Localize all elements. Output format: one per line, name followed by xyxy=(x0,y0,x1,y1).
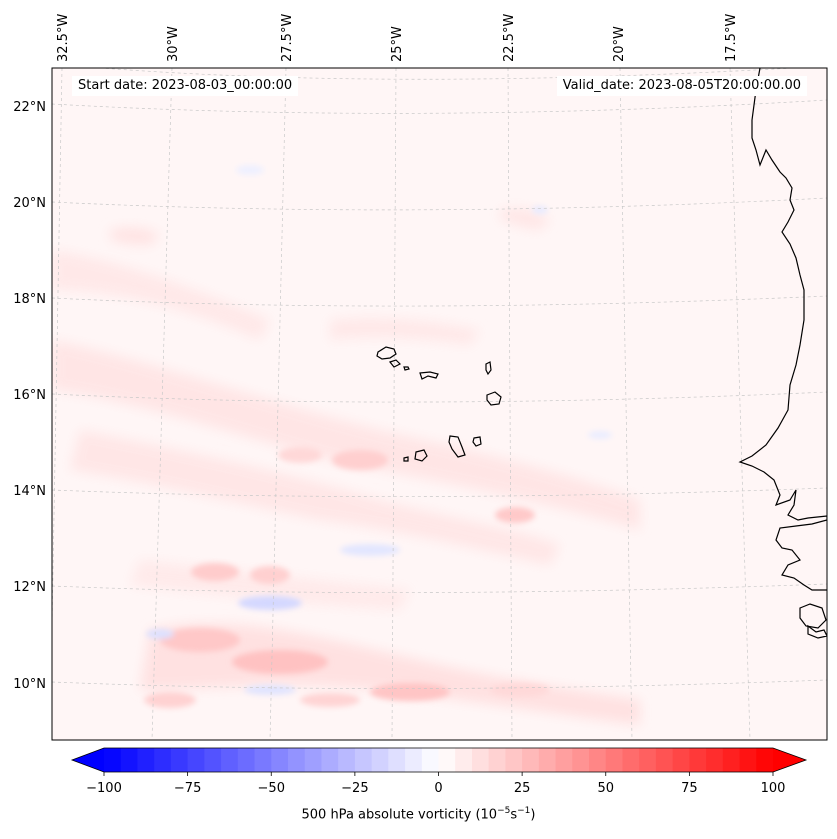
colorbar-cells xyxy=(104,748,774,772)
colorbar-tick-label: −100 xyxy=(86,781,122,796)
santiago xyxy=(448,435,466,458)
lon-label-25: 25°W xyxy=(390,26,405,62)
colorbar-cell xyxy=(271,748,289,772)
lon-label-22-5: 22.5°W xyxy=(502,14,517,62)
coastline xyxy=(738,68,827,639)
colorbar-label-end: ) xyxy=(530,807,536,823)
lon-label-30: 30°W xyxy=(166,26,181,62)
colorbar-cell xyxy=(405,748,423,772)
lat-label-18: 18°N xyxy=(13,292,46,307)
lon-label-20: 20°W xyxy=(612,26,627,62)
colorbar-cell xyxy=(739,748,757,772)
cape-verde-islands xyxy=(376,346,502,462)
colorbar-cell xyxy=(354,748,373,772)
colorbar-cell xyxy=(706,748,724,772)
colorbar-cell xyxy=(237,748,256,772)
colorbar-cell xyxy=(287,748,306,772)
lat-label-14: 14°N xyxy=(13,484,46,499)
colorbar-tick-label: 50 xyxy=(597,781,614,796)
lon-label-32-5: 32.5°W xyxy=(56,14,71,62)
colorbar-cell xyxy=(338,748,356,772)
colorbar-cell xyxy=(455,748,473,772)
colorbar-cell xyxy=(120,748,138,772)
colorbar-cell xyxy=(655,748,674,772)
lat-label-22: 22°N xyxy=(13,100,46,115)
colorbar-cell xyxy=(187,748,205,772)
colorbar-tick-label: 25 xyxy=(514,781,531,796)
sao-nicolau xyxy=(419,371,439,380)
map-frame xyxy=(51,67,828,741)
fogo xyxy=(414,449,428,462)
sal xyxy=(485,361,492,376)
colorbar-cell xyxy=(170,748,189,772)
colorbar-cell xyxy=(572,748,590,772)
colorbar-label-exp2: −1 xyxy=(517,806,531,816)
lat-label-16: 16°N xyxy=(13,388,46,403)
colorbar-cell xyxy=(488,748,506,772)
colorbar-cell xyxy=(639,748,657,772)
start-date-label: Start date: 2023-08-03_00:00:00 xyxy=(72,76,299,96)
colorbar-cell xyxy=(589,748,607,772)
colorbar-tick-label: −50 xyxy=(258,781,285,796)
lon-label-17-5: 17.5°W xyxy=(724,14,739,62)
colorbar-label-exp1: −5 xyxy=(497,806,511,816)
santa-luzia xyxy=(403,366,410,371)
colorbar-cell xyxy=(154,748,172,772)
colorbar-cell xyxy=(304,748,322,772)
colorbar-cell xyxy=(104,748,122,772)
colorbar-tick-label: 75 xyxy=(681,781,698,796)
latitude-labels: 22°N 20°N 18°N 16°N 14°N 12°N 10°N xyxy=(13,100,46,692)
colorbar-tick-label: −75 xyxy=(174,781,201,796)
colorbar: −100 −75 −50 −25 0 25 50 75 100 xyxy=(70,747,808,796)
colorbar-cell xyxy=(756,748,774,772)
lat-label-10: 10°N xyxy=(13,677,46,692)
colorbar-cell xyxy=(204,748,222,772)
colorbar-cell xyxy=(438,748,456,772)
colorbar-extend-low xyxy=(72,748,104,772)
colorbar-cell xyxy=(254,748,272,772)
colorbar-cell xyxy=(605,748,623,772)
colorbar-ticks: −100 −75 −50 −25 0 25 50 75 100 xyxy=(86,772,785,796)
colorbar-tick-label: 0 xyxy=(434,781,442,796)
brava xyxy=(403,456,409,462)
lat-label-12: 12°N xyxy=(13,580,46,595)
colorbar-cell xyxy=(522,748,540,772)
colorbar-cell xyxy=(622,748,640,772)
colorbar-extend-high xyxy=(773,748,806,772)
colorbar-cell xyxy=(722,748,741,772)
colorbar-cell xyxy=(538,748,557,772)
valid-date-text: Valid_date: 2023-08-05T20:00:00.00 xyxy=(562,78,801,93)
colorbar-tick-label: 100 xyxy=(761,781,786,796)
colorbar-cell xyxy=(421,748,439,772)
santo-antao xyxy=(376,346,397,360)
colorbar-label-unit: s xyxy=(510,807,518,823)
graticule xyxy=(52,68,827,740)
colorbar-cell xyxy=(137,748,155,772)
boa-vista xyxy=(486,391,502,406)
africa-coast xyxy=(738,68,827,591)
colorbar-label-text: 500 hPa absolute vorticity (10 xyxy=(301,807,498,823)
longitude-labels: 32.5°W 30°W 27.5°W 25°W 22.5°W 20°W 17.5… xyxy=(56,14,739,62)
valid-date-label: Valid_date: 2023-08-05T20:00:00.00 xyxy=(556,76,807,96)
colorbar-cell xyxy=(221,748,239,772)
colorbar-tick-label: −25 xyxy=(341,781,368,796)
colorbar-label: 500 hPa absolute vorticity (10−5s−1) xyxy=(0,806,837,822)
colorbar-cell xyxy=(672,748,690,772)
colorbar-cell xyxy=(471,748,490,772)
maio xyxy=(472,436,482,447)
colorbar-cell xyxy=(371,748,389,772)
colorbar-cell xyxy=(388,748,406,772)
colorbar-cell xyxy=(555,748,573,772)
sao-vicente xyxy=(388,359,402,368)
lat-label-20: 20°N xyxy=(13,196,46,211)
colorbar-cell xyxy=(505,748,523,772)
lon-label-27-5: 27.5°W xyxy=(280,14,295,62)
start-date-text: Start date: 2023-08-03_00:00:00 xyxy=(78,78,293,93)
colorbar-cell xyxy=(689,748,707,772)
vorticity-field xyxy=(52,165,640,725)
colorbar-cell xyxy=(321,748,339,772)
